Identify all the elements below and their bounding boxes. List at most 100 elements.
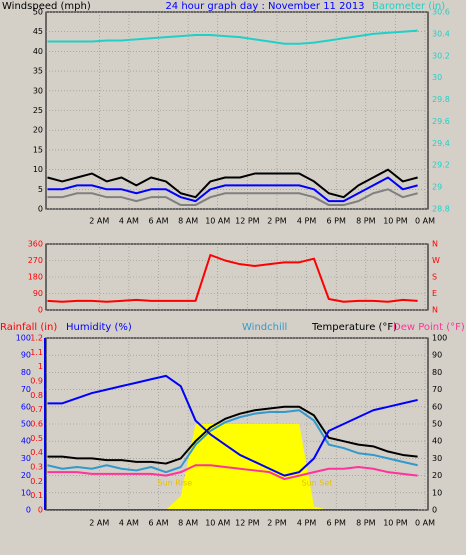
y-tick-label: 270: [28, 256, 43, 265]
y2-tick-label: 28.8: [432, 205, 450, 214]
line-series: [47, 176, 418, 203]
series-label: Windchill: [242, 322, 287, 333]
annotation: Sun Rise: [157, 479, 192, 488]
x-tick-label: 10 PM: [383, 519, 408, 528]
y2-tick-label: 30.2: [432, 51, 450, 60]
y2-tick-label: N: [432, 240, 438, 249]
wind-axis-title: Windspeed (mph): [2, 1, 91, 12]
x-tick-label: 8 AM: [178, 519, 198, 528]
line-series: [47, 168, 418, 199]
x-tick-label: 0 AM: [415, 217, 435, 226]
chart-title: 24 hour graph day : November 11 2013: [165, 1, 364, 12]
x-tick-label: 4 PM: [297, 519, 316, 528]
y2-tick-label: 20: [432, 471, 442, 480]
line-series: [47, 464, 418, 481]
y-tick-label: 20: [33, 126, 43, 135]
y-tick-label: 0.1: [30, 491, 43, 500]
x-tick-label: 4 AM: [119, 519, 139, 528]
y-tick-label: 1: [38, 362, 43, 371]
y2-tick-label: E: [432, 289, 437, 298]
y2-tick-label: S: [432, 273, 437, 282]
y2-tick-label: 0: [432, 506, 437, 515]
y-tick-label: 0.7: [30, 405, 43, 414]
line-series: [47, 29, 418, 45]
y-tick-label: 90: [33, 289, 43, 298]
y-tick-label: 0.6: [30, 420, 43, 429]
y-tick-label: 35: [33, 67, 43, 76]
x-tick-label: 8 AM: [178, 217, 198, 226]
y-tick-label: 5: [38, 185, 43, 194]
y2-tick-label: 100: [432, 334, 447, 343]
y2-tick-label: 29: [432, 183, 442, 192]
y2-tick-label: 29.6: [432, 117, 450, 126]
y-tick-label: 1.1: [30, 348, 43, 357]
line-series: [47, 188, 418, 207]
x-tick-label: 6 AM: [149, 217, 169, 226]
y-tick-label: 50: [33, 8, 43, 17]
x-tick-label: 2 AM: [89, 217, 109, 226]
y-tick-label: 1.2: [30, 334, 43, 343]
annotation: Sun Set: [302, 479, 333, 488]
y2-tick-label: N: [432, 306, 438, 315]
y2-tick-label: 30: [432, 454, 442, 463]
y3-tick-label: 60: [21, 402, 31, 411]
y-tick-label: 0: [38, 306, 43, 315]
line-series: [47, 409, 418, 474]
x-tick-label: 2 PM: [267, 217, 286, 226]
x-tick-label: 4 PM: [297, 217, 316, 226]
x-tick-label: 2 PM: [267, 519, 286, 528]
y3-tick-label: 20: [21, 471, 31, 480]
y3-tick-label: 40: [21, 437, 31, 446]
y3-tick-label: 50: [21, 420, 31, 429]
y3-tick-label: 80: [21, 368, 31, 377]
y-tick-label: 30: [33, 86, 43, 95]
y3-tick-label: 0: [26, 506, 31, 515]
y-tick-label: 0.3: [30, 463, 43, 472]
y2-tick-label: 29.2: [432, 161, 450, 170]
y2-tick-label: 30: [432, 73, 442, 82]
y-tick-label: 25: [33, 106, 43, 115]
x-tick-label: 8 PM: [356, 519, 375, 528]
y-tick-label: 45: [33, 27, 43, 36]
line-series: [47, 374, 418, 477]
y3-tick-label: 10: [21, 488, 31, 497]
y-tick-label: 40: [33, 47, 43, 56]
x-tick-label: 12 PM: [235, 217, 260, 226]
rain-axis-title: Rainfall (in): [0, 322, 57, 333]
y3-tick-label: 70: [21, 385, 31, 394]
series-label: Dew Point (°F): [393, 322, 465, 333]
y3-tick-label: 90: [21, 351, 31, 360]
y2-tick-label: 80: [432, 368, 442, 377]
x-tick-label: 10 AM: [205, 519, 230, 528]
line-series: [47, 405, 418, 465]
y2-tick-label: 29.8: [432, 95, 450, 104]
y2-tick-label: 30.4: [432, 29, 450, 38]
x-tick-label: 10 AM: [205, 217, 230, 226]
x-tick-label: 6 AM: [149, 519, 169, 528]
line-series: [47, 254, 418, 303]
y-tick-label: 0.8: [30, 391, 43, 400]
temperature-axis-title: Temperature (°F): [311, 322, 397, 333]
y-tick-label: 180: [28, 273, 43, 282]
y2-tick-label: 90: [432, 351, 442, 360]
y3-tick-label: 100: [16, 334, 31, 343]
y2-tick-label: 40: [432, 437, 442, 446]
y2-tick-label: W: [432, 256, 440, 265]
y2-tick-label: 50: [432, 420, 442, 429]
y2-tick-label: 30.6: [432, 8, 450, 17]
y-tick-label: 0: [38, 506, 43, 515]
y2-tick-label: 29.4: [432, 139, 450, 148]
barometer-axis-title: Barometer (in): [372, 1, 445, 12]
x-tick-label: 10 PM: [383, 217, 408, 226]
y-tick-label: 0.2: [30, 477, 43, 486]
y2-tick-label: 60: [432, 402, 442, 411]
y-tick-label: 15: [33, 145, 43, 154]
y-tick-label: 0.5: [30, 434, 43, 443]
x-tick-label: 4 AM: [119, 217, 139, 226]
y3-tick-label: 30: [21, 454, 31, 463]
x-tick-label: 12 PM: [235, 519, 260, 528]
y2-tick-label: 70: [432, 385, 442, 394]
y-tick-label: 0: [38, 205, 43, 214]
